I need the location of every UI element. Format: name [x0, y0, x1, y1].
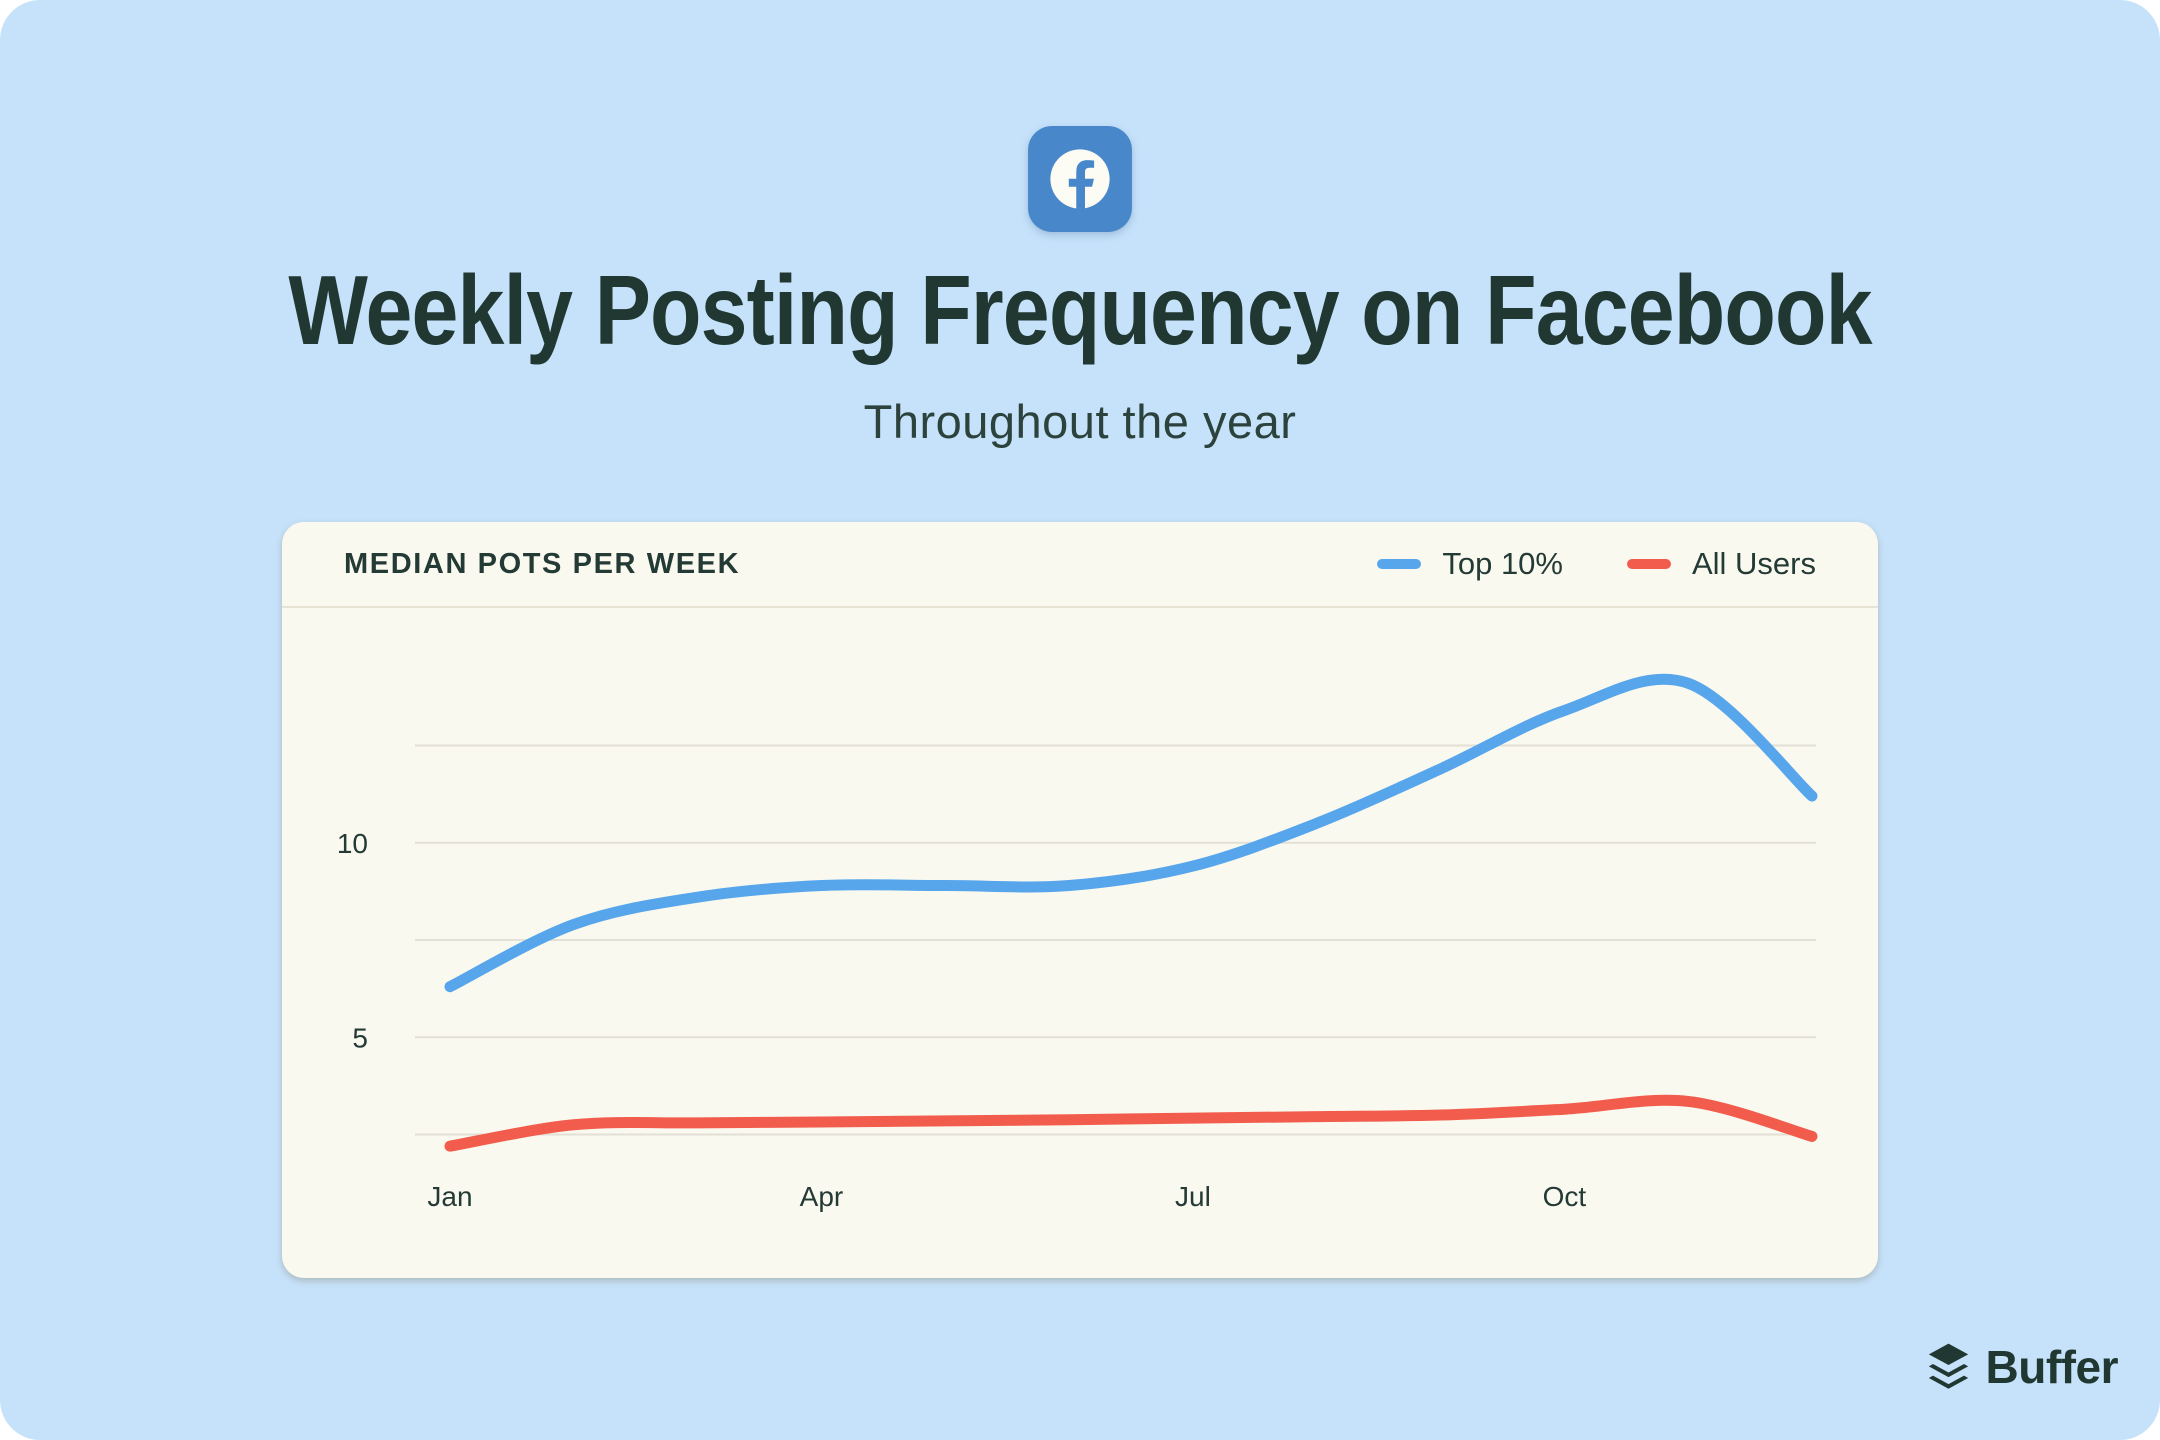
chart-title: MEDIAN POTS PER WEEK [344, 547, 741, 580]
x-tick-label: Jul [1175, 1181, 1211, 1212]
buffer-stack-icon [1928, 1343, 1968, 1389]
x-tick-label: Apr [800, 1181, 844, 1212]
facebook-icon-svg [1028, 126, 1132, 232]
legend-label: All Users [1691, 546, 1816, 581]
chart-card-header: MEDIAN POTS PER WEEK Top 10% All Users [282, 522, 1878, 608]
buffer-logo: Buffer [1925, 1338, 2119, 1396]
legend-item-all-users: All Users [1626, 546, 1816, 582]
facebook-icon [1028, 126, 1132, 232]
legend-item-top-10: Top 10% [1377, 546, 1563, 582]
legend-label: Top 10% [1442, 546, 1563, 581]
legend-swatch-all-users [1626, 559, 1671, 569]
buffer-wordmark: Buffer [1985, 1341, 2119, 1393]
x-tick-label: Jan [427, 1181, 472, 1212]
top-10-line [444, 673, 1818, 993]
y-tick-label: 5 [352, 1022, 368, 1053]
all-users-line [444, 1094, 1818, 1152]
page-title: Weekly Posting Frequency on Facebook [288, 255, 1872, 365]
x-tick-label: Oct [1543, 1181, 1587, 1212]
chart-card: MEDIAN POTS PER WEEK Top 10% All Users 5 1… [282, 522, 1878, 1278]
page-subtitle: Throughout the year [863, 395, 1297, 448]
chart-legend: Top 10% All Users [1377, 546, 1816, 582]
legend-swatch-top-10 [1377, 559, 1422, 569]
y-tick-label: 10 [337, 828, 368, 859]
chart-plot-svg: 5 10 Jan Apr Jul Oct [337, 673, 1818, 1212]
chart-plot: 5 10 Jan Apr Jul Oct [282, 608, 1878, 1278]
